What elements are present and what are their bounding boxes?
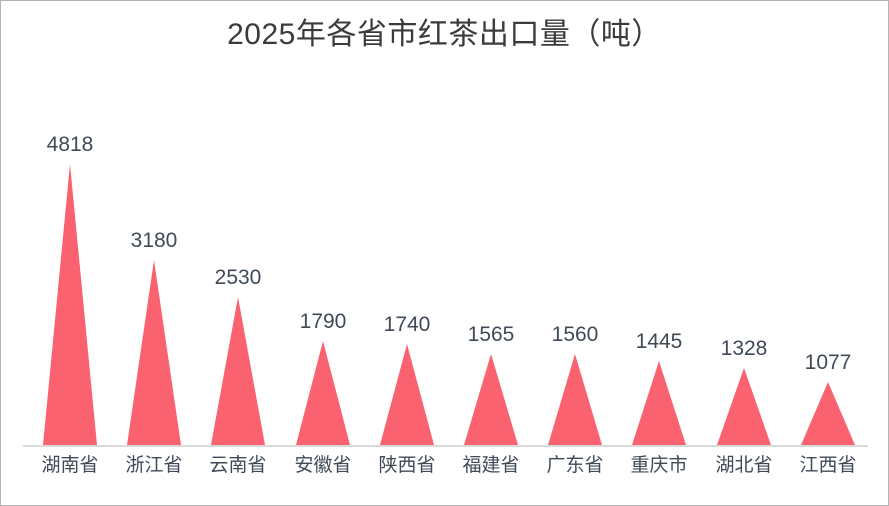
- bar-cone[interactable]: [294, 341, 352, 445]
- x-axis-tick-label: 浙江省: [125, 455, 183, 476]
- bar-group: 1740: [378, 61, 436, 445]
- bar-group: 1565: [462, 61, 520, 445]
- bar-value-label: 1328: [720, 337, 768, 360]
- x-axis-line: [23, 445, 868, 447]
- bar-group: 1445: [630, 61, 688, 445]
- bar-value-label: 1565: [467, 323, 515, 346]
- bar-group: 4818: [41, 61, 99, 445]
- bar-cone[interactable]: [378, 344, 436, 445]
- bar-group: 1077: [799, 61, 857, 445]
- bar-cone[interactable]: [630, 361, 688, 445]
- bar-value-label: 1560: [551, 323, 599, 346]
- x-axis-tick-label: 福建省: [462, 455, 520, 476]
- bar-group: 1328: [715, 61, 773, 445]
- x-axis-tick-label: 云南省: [209, 455, 267, 476]
- bar-value-label: 1790: [299, 310, 347, 333]
- bar-value-label: 4818: [46, 133, 94, 156]
- x-axis-tick-label: 重庆市: [630, 455, 688, 476]
- bar-group: 1790: [294, 61, 352, 445]
- bar-group: 2530: [209, 61, 267, 445]
- bar-value-label: 2530: [214, 266, 262, 289]
- x-axis-tick-label: 湖北省: [715, 455, 773, 476]
- bar-value-label: 1740: [383, 313, 431, 336]
- x-axis-tick-label: 江西省: [799, 455, 857, 476]
- bar-group: 3180: [125, 61, 183, 445]
- bar-group: 1560: [546, 61, 604, 445]
- x-axis-tick-label: 安徽省: [294, 455, 352, 476]
- x-axis-tick-label: 湖南省: [41, 455, 99, 476]
- x-axis-tick-label: 广东省: [546, 455, 604, 476]
- bar-cone[interactable]: [209, 297, 267, 445]
- bar-value-label: 1077: [804, 351, 852, 374]
- bar-cone[interactable]: [462, 354, 520, 445]
- bar-cone[interactable]: [546, 354, 604, 445]
- x-axis-tick-label: 陕西省: [378, 455, 436, 476]
- bar-cone[interactable]: [715, 368, 773, 445]
- bar-cone[interactable]: [125, 260, 183, 445]
- bar-cone[interactable]: [799, 382, 857, 445]
- bar-value-label: 1445: [635, 330, 683, 353]
- bar-cone[interactable]: [41, 164, 99, 445]
- chart-title: 2025年各省市红茶出口量（吨）: [227, 18, 662, 51]
- bar-value-label: 3180: [130, 229, 178, 252]
